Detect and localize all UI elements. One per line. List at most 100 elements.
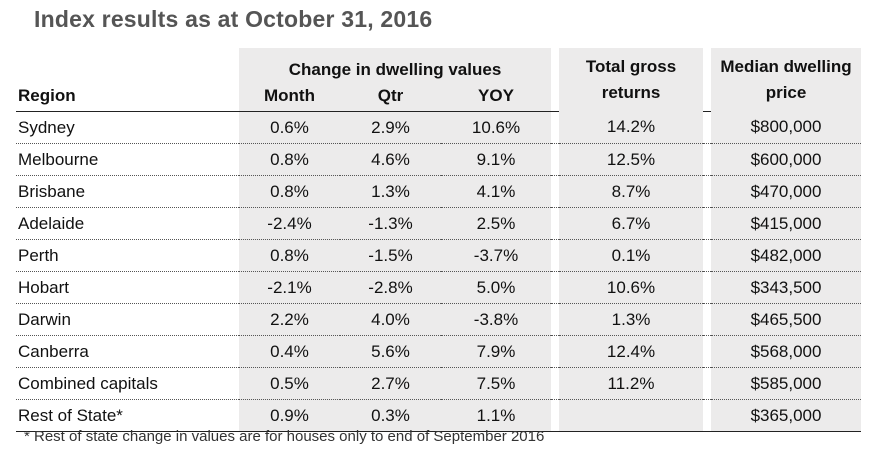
table-row: Adelaide -2.4% -1.3% 2.5% 6.7% $415,000 [16,207,862,240]
qtr-cell: 4.6% [340,143,441,176]
region-cell: Adelaide [16,207,239,240]
qtr-cell: 2.9% [340,111,441,144]
qtr-cell: 4.0% [340,303,441,336]
total-gross-returns-cell [559,399,704,432]
column-gap [703,111,712,144]
region-cell: Sydney [16,111,239,144]
column-gap [703,303,712,336]
qtr-cell: 1.3% [340,175,441,208]
median-price-cell: $568,000 [711,335,862,368]
header-row-group: Change in dwelling values Total gross re… [16,48,862,112]
median-price-cell: $470,000 [711,175,862,208]
yoy-cell: -3.8% [441,303,552,336]
yoy-header: YOY [441,81,552,112]
yoy-cell: 4.1% [441,175,552,208]
total-gross-returns-cell: 8.7% [559,175,704,208]
median-price-cell: $343,500 [711,271,862,304]
table-row: Combined capitals 0.5% 2.7% 7.5% 11.2% $585,0… [16,367,862,400]
total-gross-returns-cell: 1.3% [559,303,704,336]
table-body: Sydney 0.6% 2.9% 10.6% 14.2% $800,000 Melbourn… [16,111,862,432]
total-gross-returns-cell: 12.5% [559,143,704,176]
column-gap [551,111,560,144]
table-row: Rest of State* 0.9% 0.3% 1.1% $365,000 [16,399,862,432]
footnote: * Rest of state change in values are for… [24,428,545,445]
median-price-cell: $800,000 [711,111,862,144]
qtr-cell: -2.8% [340,271,441,304]
table-row: Perth 0.8% -1.5% -3.7% 0.1% $482,000 [16,239,862,272]
total-gross-returns-label: Total gross returns [585,56,677,102]
column-gap [703,143,712,176]
region-cell: Combined capitals [16,367,239,400]
total-gross-returns-cell: 10.6% [559,271,704,304]
column-gap [703,367,712,400]
table-row: Melbourne 0.8% 4.6% 9.1% 12.5% $600,000 [16,143,862,176]
column-gap [551,399,560,432]
region-cell: Brisbane [16,175,239,208]
month-cell: 0.5% [239,367,340,400]
median-dwelling-price-label: Median dwelling price [720,56,852,102]
yoy-cell: -3.7% [441,239,552,272]
yoy-cell: 9.1% [441,143,552,176]
month-cell: 0.8% [239,175,340,208]
yoy-cell: 2.5% [441,207,552,240]
page-title: Index results as at October 31, 2016 [34,6,433,32]
median-dwelling-price-header: Median dwelling price [711,48,862,112]
total-gross-returns-cell: 12.4% [559,335,704,368]
column-gap [703,207,712,240]
column-gap [703,271,712,304]
column-gap [551,207,560,240]
region-cell: Melbourne [16,143,239,176]
table-row: Brisbane 0.8% 1.3% 4.1% 8.7% $470,000 [16,175,862,208]
column-gap [551,175,560,208]
qtr-header: Qtr [340,81,441,112]
table-row: Canberra 0.4% 5.6% 7.9% 12.4% $568,000 [16,335,862,368]
median-price-cell: $585,000 [711,367,862,400]
region-cell: Perth [16,239,239,272]
column-gap [703,175,712,208]
median-price-cell: $465,500 [711,303,862,336]
column-gap [703,399,712,432]
results-table: Change in dwelling values Total gross re… [16,48,862,432]
month-cell: 0.8% [239,143,340,176]
median-price-cell: $415,000 [711,207,862,240]
month-cell: 0.4% [239,335,340,368]
qtr-cell: -1.3% [340,207,441,240]
qtr-cell: 5.6% [340,335,441,368]
column-gap [551,239,560,272]
yoy-cell: 7.5% [441,367,552,400]
column-gap [551,303,560,336]
region-cell: Rest of State* [16,399,239,432]
region-cell: Hobart [16,271,239,304]
column-gap [551,367,560,400]
header-blank [16,48,239,81]
table-row: Sydney 0.6% 2.9% 10.6% 14.2% $800,000 [16,111,862,144]
month-cell: 0.6% [239,111,340,144]
column-gap [703,239,712,272]
region-cell: Canberra [16,335,239,368]
column-gap [703,335,712,368]
qtr-cell: 0.3% [340,399,441,432]
column-gap [551,143,560,176]
total-gross-returns-header: Total gross returns [559,48,704,112]
column-gap [551,271,560,304]
qtr-cell: -1.5% [340,239,441,272]
column-gap [551,335,560,368]
total-gross-returns-cell: 14.2% [559,111,704,144]
yoy-cell: 7.9% [441,335,552,368]
total-gross-returns-cell: 6.7% [559,207,704,240]
median-price-cell: $365,000 [711,399,862,432]
month-cell: -2.4% [239,207,340,240]
median-price-cell: $482,000 [711,239,862,272]
index-results-table: Change in dwelling values Total gross re… [16,48,862,432]
yoy-cell: 5.0% [441,271,552,304]
yoy-cell: 1.1% [441,399,552,432]
change-in-values-header: Change in dwelling values [239,48,552,81]
month-cell: -2.1% [239,271,340,304]
table-row: Darwin 2.2% 4.0% -3.8% 1.3% $465,500 [16,303,862,336]
table-row: Hobart -2.1% -2.8% 5.0% 10.6% $343,500 [16,271,862,304]
month-cell: 2.2% [239,303,340,336]
qtr-cell: 2.7% [340,367,441,400]
month-cell: 0.8% [239,239,340,272]
region-cell: Darwin [16,303,239,336]
month-cell: 0.9% [239,399,340,432]
